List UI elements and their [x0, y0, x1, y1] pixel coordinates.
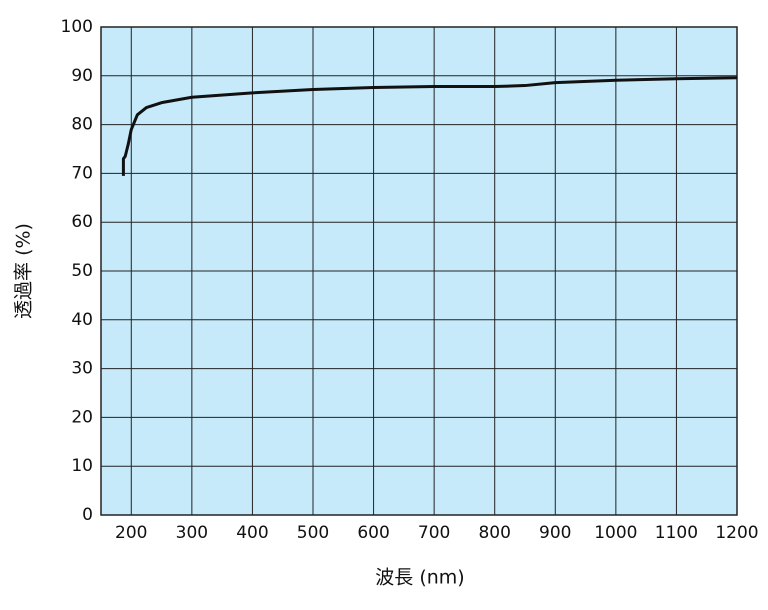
x-tick-label: 600 [357, 523, 389, 543]
y-tick-label: 0 [82, 505, 93, 525]
y-tick-label: 40 [71, 310, 93, 330]
y-tick-label: 70 [71, 163, 93, 183]
x-tick-label: 900 [539, 523, 571, 543]
x-tick-label: 300 [176, 523, 208, 543]
x-tick-label: 200 [115, 523, 147, 543]
data-line [121, 76, 738, 176]
y-tick-label: 100 [61, 17, 93, 37]
x-tick-label: 400 [236, 523, 268, 543]
x-tick-label: 1100 [655, 523, 698, 543]
x-tick-label: 800 [478, 523, 510, 543]
x-tick-label: 500 [297, 523, 329, 543]
x-tick-label: 700 [418, 523, 450, 543]
x-tick-label: 1200 [715, 523, 758, 543]
y-tick-label: 50 [71, 261, 93, 281]
y-tick-label: 20 [71, 407, 93, 427]
y-tick-label: 90 [71, 66, 93, 86]
x-axis-label: 波長 (nm) [375, 567, 464, 589]
y-axis-label: 透過率 (%) [13, 223, 35, 319]
y-tick-label: 30 [71, 359, 93, 379]
y-tick-label: 80 [71, 115, 93, 135]
y-tick-label: 60 [71, 212, 93, 232]
x-tick-label: 1000 [594, 523, 637, 543]
y-tick-label: 10 [71, 456, 93, 476]
